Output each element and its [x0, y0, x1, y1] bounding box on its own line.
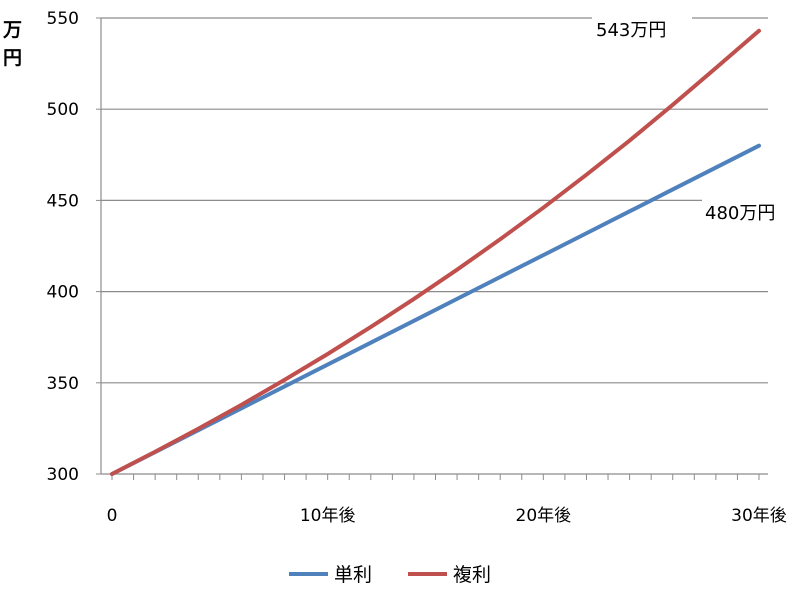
axes	[96, 17, 768, 480]
y-tick-label-500: 500	[47, 100, 79, 120]
y-tick-label-450: 450	[47, 191, 79, 211]
y-tick-label-550: 550	[47, 9, 79, 29]
annotation-simple-final: 480万円	[702, 198, 798, 228]
annotation-compound-final-label: 543万円	[596, 20, 666, 41]
x-tick-label-0: 0	[107, 506, 118, 526]
y-tick-label-400: 400	[47, 283, 79, 303]
y-tick-label-350: 350	[47, 374, 79, 394]
x-tick-label-20: 20年後	[516, 506, 572, 526]
series-line-0	[110, 143, 761, 476]
y-axis-unit-label-char-2: 円	[3, 47, 22, 69]
x-tick-label-10: 10年後	[300, 506, 356, 526]
legend-label-simple: 単利	[334, 564, 372, 586]
annotation-simple-bg	[702, 198, 798, 228]
annotation-compound-final: 543万円	[592, 13, 692, 43]
tick-labels: 300 350 400 450 500 550 0 10年後 20年後 30年後	[47, 9, 787, 526]
gridlines	[101, 17, 768, 384]
legend-label-compound: 複利	[453, 564, 491, 586]
series-lines	[110, 28, 761, 476]
series-line-1	[110, 28, 761, 476]
annotation-simple-final-label: 480万円	[705, 203, 775, 224]
y-tick-label-300: 300	[47, 465, 79, 485]
annotation-compound-bg	[592, 13, 692, 43]
x-tick-label-30: 30年後	[731, 506, 787, 526]
y-axis-unit-label-char-1: 万	[2, 19, 22, 41]
legend: 単利 複利	[289, 564, 491, 586]
